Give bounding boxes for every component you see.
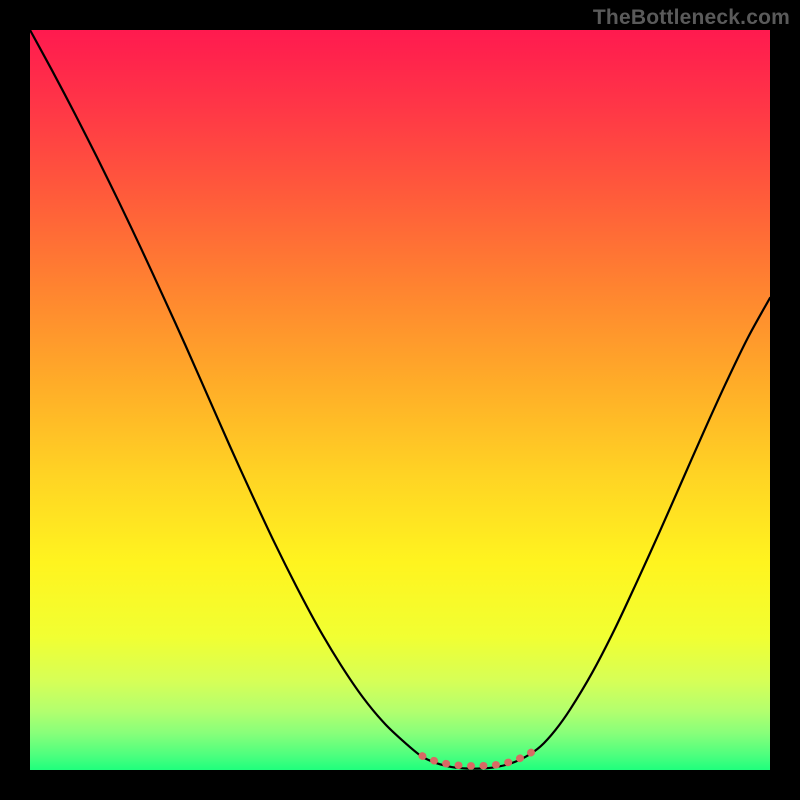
watermark-text: TheBottleneck.com — [593, 6, 790, 30]
gradient-background — [30, 30, 770, 770]
chart-frame: TheBottleneck.com — [0, 0, 800, 800]
chart-svg — [30, 30, 770, 770]
bottleneck-curve-chart — [30, 30, 770, 770]
